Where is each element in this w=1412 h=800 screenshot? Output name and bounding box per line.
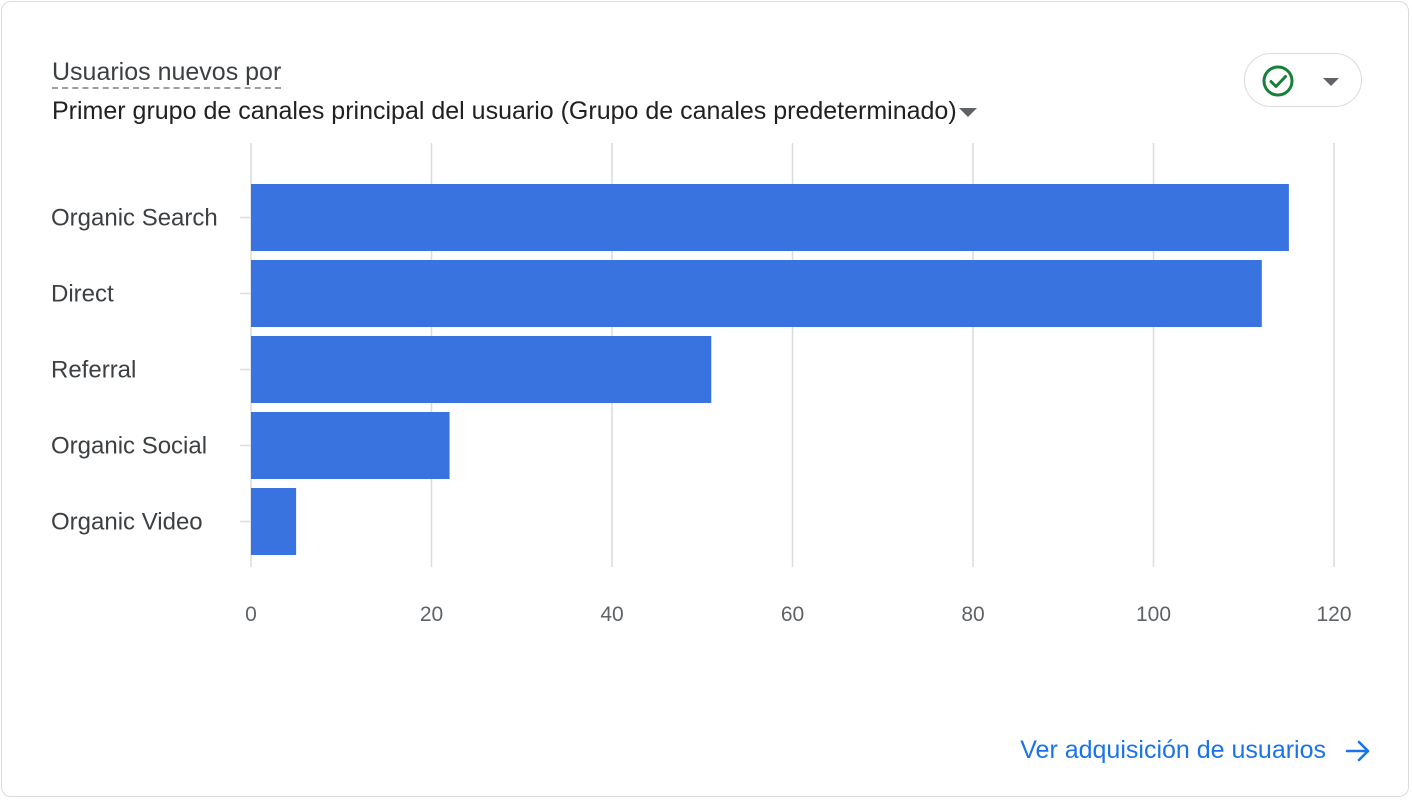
bar: [251, 412, 450, 479]
status-button[interactable]: [1244, 53, 1362, 107]
category-label: Direct: [51, 281, 114, 308]
bar: [251, 184, 1289, 251]
dimension-selector[interactable]: Primer grupo de canales principal del us…: [52, 97, 977, 126]
x-tick-label: 40: [600, 603, 623, 626]
card-title: Usuarios nuevos por: [52, 58, 282, 89]
bar: [251, 336, 712, 403]
x-tick-label: 80: [961, 603, 984, 626]
view-acquisition-link[interactable]: Ver adquisición de usuarios: [1020, 736, 1372, 765]
category-label: Organic Social: [51, 433, 207, 460]
bar: [251, 260, 1262, 327]
bar: [251, 488, 297, 555]
category-label: Referral: [51, 357, 136, 384]
x-tick-label: 20: [420, 603, 443, 626]
category-label: Organic Search: [51, 205, 218, 232]
x-tick-label: 0: [245, 603, 257, 626]
caret-down-icon: [958, 107, 977, 117]
category-label: Organic Video: [51, 509, 203, 536]
dimension-label: Primer grupo de canales principal del us…: [52, 97, 957, 125]
bar-chart: 0 20 40 60 80 100 120 Organic Search Direct Refer…: [51, 143, 1352, 626]
title-prefix: Usuarios nuevos por: [52, 58, 282, 89]
arrow-right-icon: [1345, 740, 1370, 761]
view-acquisition-label: Ver adquisición de usuarios: [1020, 736, 1326, 764]
x-tick-label: 60: [781, 603, 804, 626]
x-tick-label: 100: [1136, 603, 1171, 626]
x-tick-label: 120: [1316, 603, 1351, 626]
check-circle-icon: [1262, 65, 1294, 97]
chevron-down-icon: [1323, 78, 1339, 86]
